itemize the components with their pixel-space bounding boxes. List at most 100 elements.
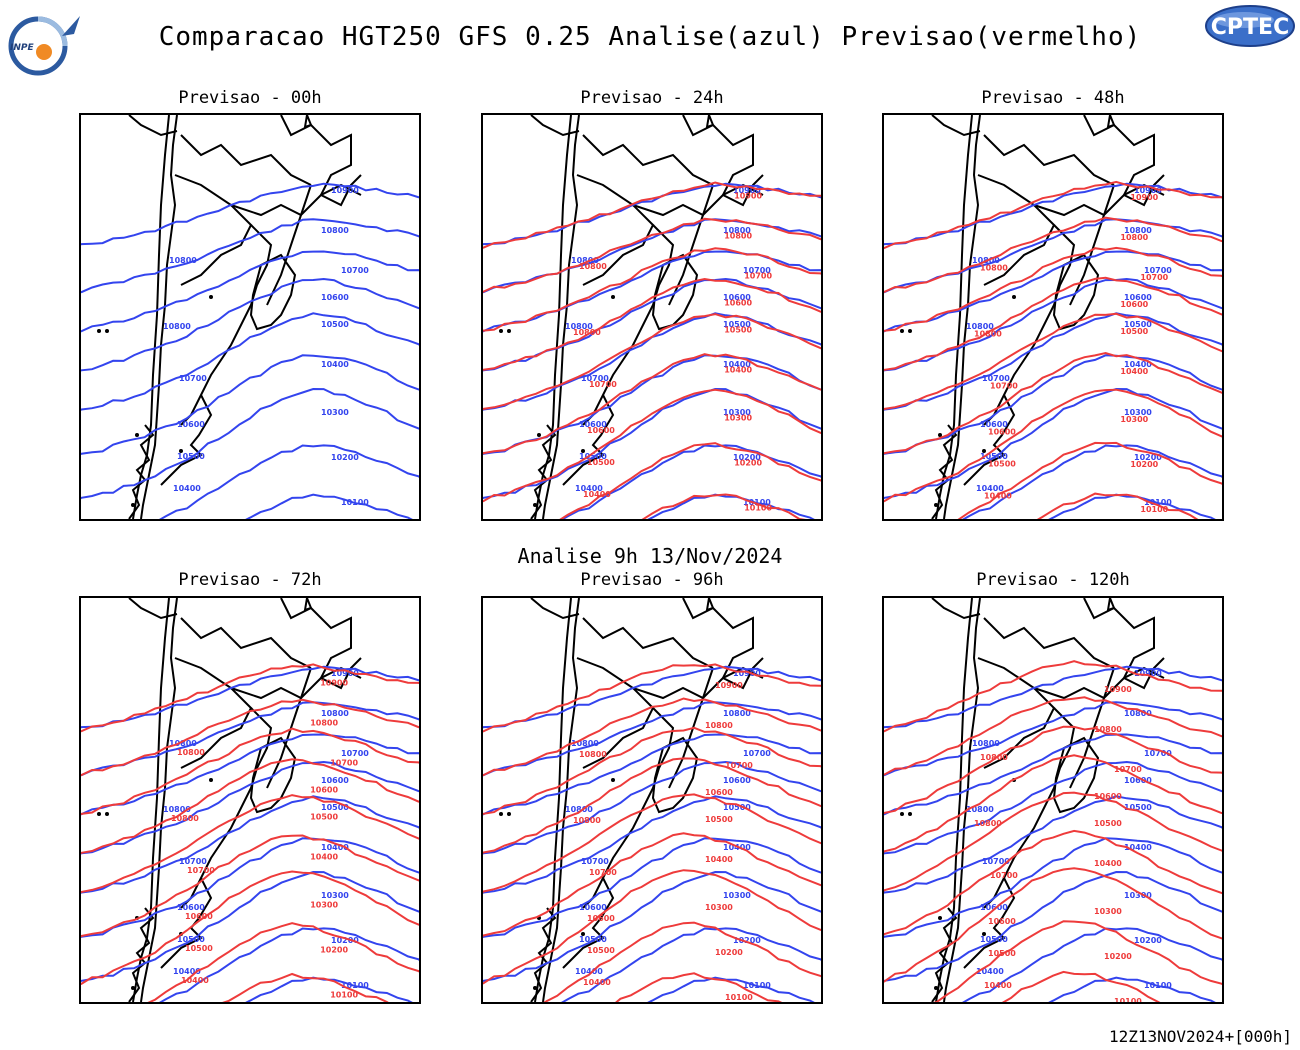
contour-label: 10600 [1124, 293, 1152, 302]
contour-label: 10600 [1124, 776, 1152, 785]
contour-label: 10600 [723, 293, 751, 302]
coastline [530, 115, 580, 137]
contour-label: 10700 [725, 761, 753, 770]
island-marker [934, 986, 938, 990]
contour-label: 10500 [579, 935, 607, 944]
analysis-contour [483, 837, 821, 939]
coastline [128, 598, 178, 620]
analysis-contour [884, 870, 1222, 983]
coastline [651, 253, 699, 331]
forecast-contour [543, 921, 821, 1002]
contour-label: 10400 [583, 978, 611, 987]
coastline [1106, 115, 1116, 129]
contour-label: 10700 [743, 266, 771, 275]
coastline [705, 598, 715, 612]
contour-label: 10400 [976, 967, 1004, 976]
forecast-contour [884, 660, 1222, 733]
contour-label: 10600 [587, 914, 615, 923]
island-marker [105, 329, 109, 333]
analysis-contour [647, 976, 815, 1002]
island-marker [581, 932, 585, 936]
contour-label: 10900 [331, 186, 359, 195]
analysis-contour [483, 795, 821, 894]
contour-label: 10500 [1094, 819, 1122, 828]
analysis-contour [245, 976, 413, 1002]
contour-label: 10800 [980, 263, 1008, 272]
contour-label: 10400 [984, 981, 1012, 990]
contour-label: 10100 [743, 981, 771, 990]
contour-label: 10700 [179, 857, 207, 866]
contour-label: 10600 [705, 788, 733, 797]
contour-label: 10700 [990, 871, 1018, 880]
analysis-contour [962, 444, 1222, 519]
contour-label: 10900 [1130, 193, 1158, 202]
contour-label: 10800 [724, 232, 752, 241]
coastline [682, 598, 754, 679]
forecast-contour [483, 832, 821, 937]
coastline [174, 657, 253, 769]
coastline [530, 907, 557, 1002]
contour-label: 10700 [982, 857, 1010, 866]
forecast-contour [1036, 492, 1199, 519]
analysis-contour [884, 387, 1222, 500]
panel-title-72h: Previsao - 72h [178, 570, 322, 590]
panel-title-48h: Previsao - 48h [981, 88, 1125, 108]
analysis-contour [884, 277, 1222, 372]
cptec-logo: CPTEC [1205, 5, 1295, 47]
analysis-contour [81, 795, 419, 894]
coastline [128, 424, 155, 519]
contour-label: 10900 [1134, 669, 1162, 678]
contour-label: 10400 [705, 855, 733, 864]
contour-label: 10900 [715, 681, 743, 690]
contour-map: 10900 10800 10700 10600 10500 10400 10300 10200… [483, 115, 821, 519]
analysis-contour [483, 701, 821, 777]
island-marker [135, 433, 139, 437]
map-panel-00h: 10900 10800 10700 10600 10500 10400 10300 10200… [79, 113, 421, 521]
contour-label: 10100 [725, 993, 753, 1002]
contour-label: 10200 [1104, 952, 1132, 961]
contour-label: 10500 [1124, 803, 1152, 812]
contour-label: 10800 [171, 814, 199, 823]
contour-label: 10700 [1114, 765, 1142, 774]
analysis-contour [483, 218, 821, 294]
coastline [576, 657, 655, 769]
contour-map: 10900 10800 10700 10600 10500 10400 10300 10200… [483, 598, 821, 1002]
contour-label: 10500 [980, 935, 1008, 944]
coastline [668, 184, 714, 306]
forecast-contour [483, 313, 821, 411]
contour-label: 10600 [177, 420, 205, 429]
island-marker [499, 812, 503, 816]
coastline [180, 134, 312, 186]
island-marker [131, 503, 135, 507]
forecast-contour [483, 217, 821, 293]
contour-label: 10500 [724, 326, 752, 335]
coastline [249, 253, 297, 331]
contour-label: 10500 [587, 458, 615, 467]
contour-label: 10400 [321, 360, 349, 369]
contour-label: 10600 [724, 299, 752, 308]
contour-label: 10900 [1134, 186, 1162, 195]
forecast-contour [884, 351, 1222, 455]
analysis-contour [81, 760, 419, 855]
contour-label: 10800 [1124, 226, 1152, 235]
contour-label: 10200 [331, 936, 359, 945]
contour-label: 10100 [1144, 498, 1172, 507]
coastline [576, 174, 655, 286]
island-marker [209, 778, 213, 782]
forecast-contour [483, 388, 821, 503]
analysis-contour [245, 493, 413, 519]
coastline [1123, 657, 1165, 690]
contour-label: 10500 [310, 813, 338, 822]
forecast-contour [483, 793, 821, 893]
island-marker [537, 433, 541, 437]
analysis-contour [884, 701, 1222, 777]
contour-label: 10400 [1120, 367, 1148, 376]
contour-label: 10700 [990, 381, 1018, 390]
analysis-contour [81, 250, 419, 333]
contour-label: 10700 [589, 380, 617, 389]
coastline [722, 174, 764, 207]
contour-label: 10800 [1124, 709, 1152, 718]
contour-label: 10500 [185, 944, 213, 953]
island-marker [533, 503, 537, 507]
contour-label: 10600 [1120, 300, 1148, 309]
